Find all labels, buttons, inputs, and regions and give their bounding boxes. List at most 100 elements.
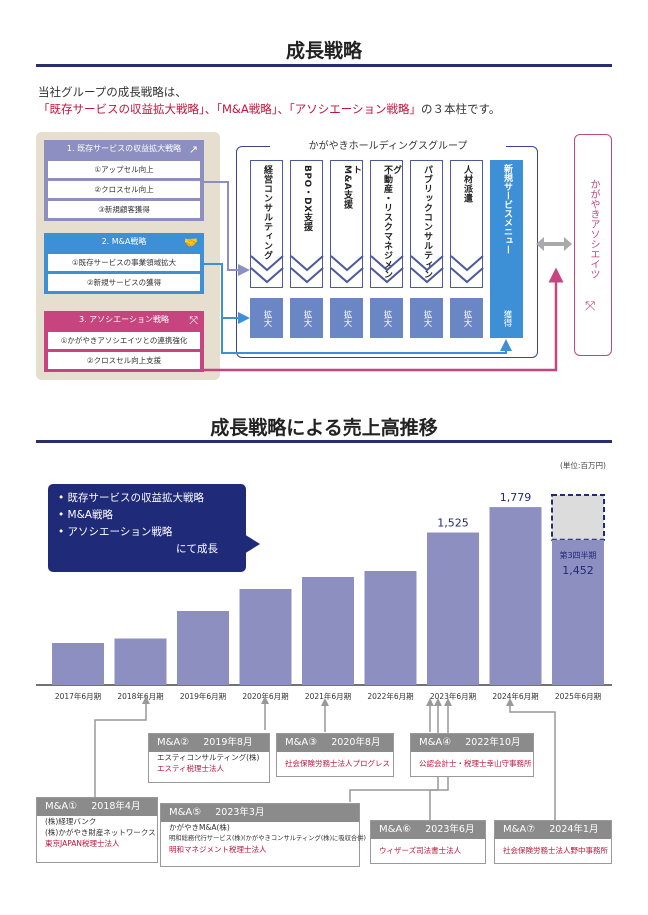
chevron-icon	[250, 255, 284, 272]
x-tick-label: 2022年6月期	[367, 691, 413, 701]
ma-deal-header: M&A② 2019年8月	[149, 734, 269, 752]
revenue-bar	[427, 532, 479, 685]
x-tick-label: 2018年6月期	[117, 691, 163, 701]
ma-deal-company: 明和総務代行サービス(株)(かがやきコンサルティング(株)に吸収合併)	[169, 835, 366, 842]
section1-title: 成長戦略	[285, 40, 362, 62]
data-label: 1,779	[500, 491, 532, 504]
service-column: 人材派遣	[450, 160, 483, 288]
callout-item: • アソシエーション戦略	[58, 526, 173, 538]
ma-deal-firm: 東京JAPAN税理士法人	[45, 839, 120, 848]
expand-label: 拡大	[290, 298, 323, 338]
intro-line1: 当社グループの成長戦略は、	[38, 85, 187, 99]
data-label: 1,525	[437, 517, 469, 530]
chevron-icon	[410, 267, 444, 284]
link-icon: ⤧	[189, 314, 198, 327]
strategy-panel-ma: 2. M&A戦略 🤝 ①既存サービスの事業領域拡大 ②新規サービスの獲得	[44, 233, 204, 294]
strategy-header: 2. M&A戦略 🤝	[44, 233, 204, 251]
x-tick-label: 2017年6月期	[55, 691, 101, 701]
expand-label: 拡大	[330, 298, 363, 338]
chevron-icon	[290, 255, 324, 272]
x-tick-label: 2020年6月期	[242, 691, 288, 701]
chevron-icon	[370, 267, 404, 284]
strategy-item: ①アップセル向上	[48, 161, 200, 178]
ma-deal-card: M&A⑦ 2024年1月 社会保険労務士法人野中事務所	[494, 820, 612, 864]
chevron-icon	[450, 255, 484, 272]
service-column: 経営コンサルティング	[250, 160, 283, 288]
new-service-column: 新規サービスメニュー 獲得	[490, 160, 523, 338]
ma-deal-header: M&A① 2018年4月	[37, 798, 157, 816]
unit-label: (単位:百万円)	[560, 461, 606, 470]
revenue-bar	[239, 589, 292, 685]
expand-label: 拡大	[410, 298, 443, 338]
data-label: 1,452	[562, 564, 594, 577]
strategy-item: ①既存サービスの事業領域拡大	[48, 254, 200, 271]
ma-deal-header: M&A⑤ 2023年3月	[161, 804, 359, 822]
section2-title: 成長戦略による売上高推移	[210, 417, 438, 439]
service-label: BPO・DX支援	[302, 165, 312, 232]
growth-callout: • 既存サービスの収益拡大戦略 • M&A戦略 • アソシエーション戦略 にて成…	[48, 484, 260, 572]
expand-label: 拡大	[450, 298, 483, 338]
chevron-icon	[330, 255, 364, 272]
growth-chevrons	[250, 255, 484, 284]
strategy-item: ②新規サービスの獲得	[48, 274, 200, 291]
ma-deal-header: M&A⑦ 2024年1月	[495, 821, 611, 839]
ma-deal-company: (株)かがやき財産ネットワークス	[45, 828, 156, 837]
ma-deal-header: M&A③ 2020年8月	[277, 734, 393, 752]
chevron-icon	[330, 267, 364, 284]
callout-tail	[244, 534, 260, 554]
callout-item: • M&A戦略	[58, 509, 113, 521]
ma-deal-card: M&A③ 2020年8月 社会保険労務士法人プログレス	[276, 733, 394, 777]
projected-bar	[551, 494, 605, 541]
strategy-title: 1. 既存サービスの収益拡大戦略	[66, 144, 182, 153]
growth-arrow-icon: ↗	[188, 143, 198, 156]
intro-line2: 「既存サービスの収益拡大戦略」、「M&A戦略」、「アソシエーション戦略」の３本柱…	[38, 101, 500, 117]
service-column: M&A支援	[330, 160, 363, 288]
ma-deal-company: (株)経理バンク	[45, 817, 97, 826]
ma-deal-firm: 社会保険労務士法人プログレス	[285, 759, 390, 768]
strategy-item: ②クロスセル向上支援	[48, 352, 200, 369]
ma-deal-card: M&A⑥ 2023年6月 ウィザーズ司法書士法人	[370, 820, 486, 864]
chevron-icon	[410, 255, 444, 272]
revenue-bar	[114, 638, 167, 685]
service-column: 不動産・リスクマネジメント	[351, 160, 403, 288]
strategy-header: 3. アソシエーション戦略 ⤧	[44, 311, 204, 329]
acquire-label: 獲得	[502, 310, 512, 327]
chevron-icon	[290, 267, 324, 284]
revenue-bar	[52, 643, 104, 685]
ma-deal-card: M&A⑤ 2023年3月 かがやきM&A(株) 明和総務代行サービス(株)(かがや…	[160, 803, 366, 867]
ma-deal-firm: 社会保険労務士法人野中事務所	[503, 846, 608, 855]
section2-rule	[36, 440, 612, 443]
x-tick-label: 2019年6月期	[180, 691, 226, 701]
section1-rule	[36, 64, 612, 67]
strategy-panel-existing: 1. 既存サービスの収益拡大戦略 ↗ ①アップセル向上 ②クロスセル向上 ③新規…	[44, 140, 204, 221]
ma-deal-company: エスティコンサルティング(株)	[157, 753, 260, 762]
ma-deal-firm: ウィザーズ司法書士法人	[379, 846, 462, 855]
ma-deal-header: M&A④ 2022年10月	[411, 734, 533, 752]
revenue-bar	[364, 571, 417, 685]
ma-deal-card: M&A④ 2022年10月 公認会計士・税理士幸山守事務所	[410, 733, 534, 777]
strategy-item: ②クロスセル向上	[48, 181, 200, 198]
revenue-bar	[302, 577, 354, 685]
revenue-bar	[552, 539, 604, 685]
strategy-item: ③新規顧客獲得	[48, 201, 200, 218]
chevron-icon	[450, 267, 484, 284]
revenue-bar	[489, 507, 542, 685]
service-label: 不動産・リスクマネジメント	[351, 165, 392, 279]
strategy-title: 3. アソシエーション戦略	[78, 315, 169, 324]
ma-deal-card: M&A① 2018年4月 (株)経理バンク (株)かがやき財産ネットワークス 東京…	[36, 797, 158, 863]
projected-label: 第3四半期	[559, 550, 596, 560]
strategy-item: ①かがやきアソシエイツとの連携強化	[48, 332, 200, 349]
associates-label: かがやきアソシエイツ	[588, 179, 599, 279]
handshake-icon: 🤝	[184, 236, 198, 249]
intro-strategies-highlight: 「既存サービスの収益拡大戦略」、「M&A戦略」、「アソシエーション戦略」	[38, 102, 422, 116]
revenue-chart: 2017年6月期 2018年6月期 2019年6月期 2020年6月期 2021年6月期…	[36, 491, 612, 701]
service-column: BPO・DX支援	[290, 160, 323, 288]
ma-deal-firm: エスティ税理士法人	[157, 764, 225, 773]
chevron-icon	[250, 267, 284, 284]
strategy-title: 2. M&A戦略	[101, 237, 147, 246]
service-label: 経営コンサルティング	[262, 165, 272, 260]
ma-deal-firm: 明和マネジメント税理士法人	[169, 845, 267, 854]
callout-item: • 既存サービスの収益拡大戦略	[58, 492, 205, 504]
ma-deal-firm: 公認会計士・税理士幸山守事務所	[419, 759, 532, 768]
service-column: パブリックコンサルティング	[391, 160, 443, 288]
